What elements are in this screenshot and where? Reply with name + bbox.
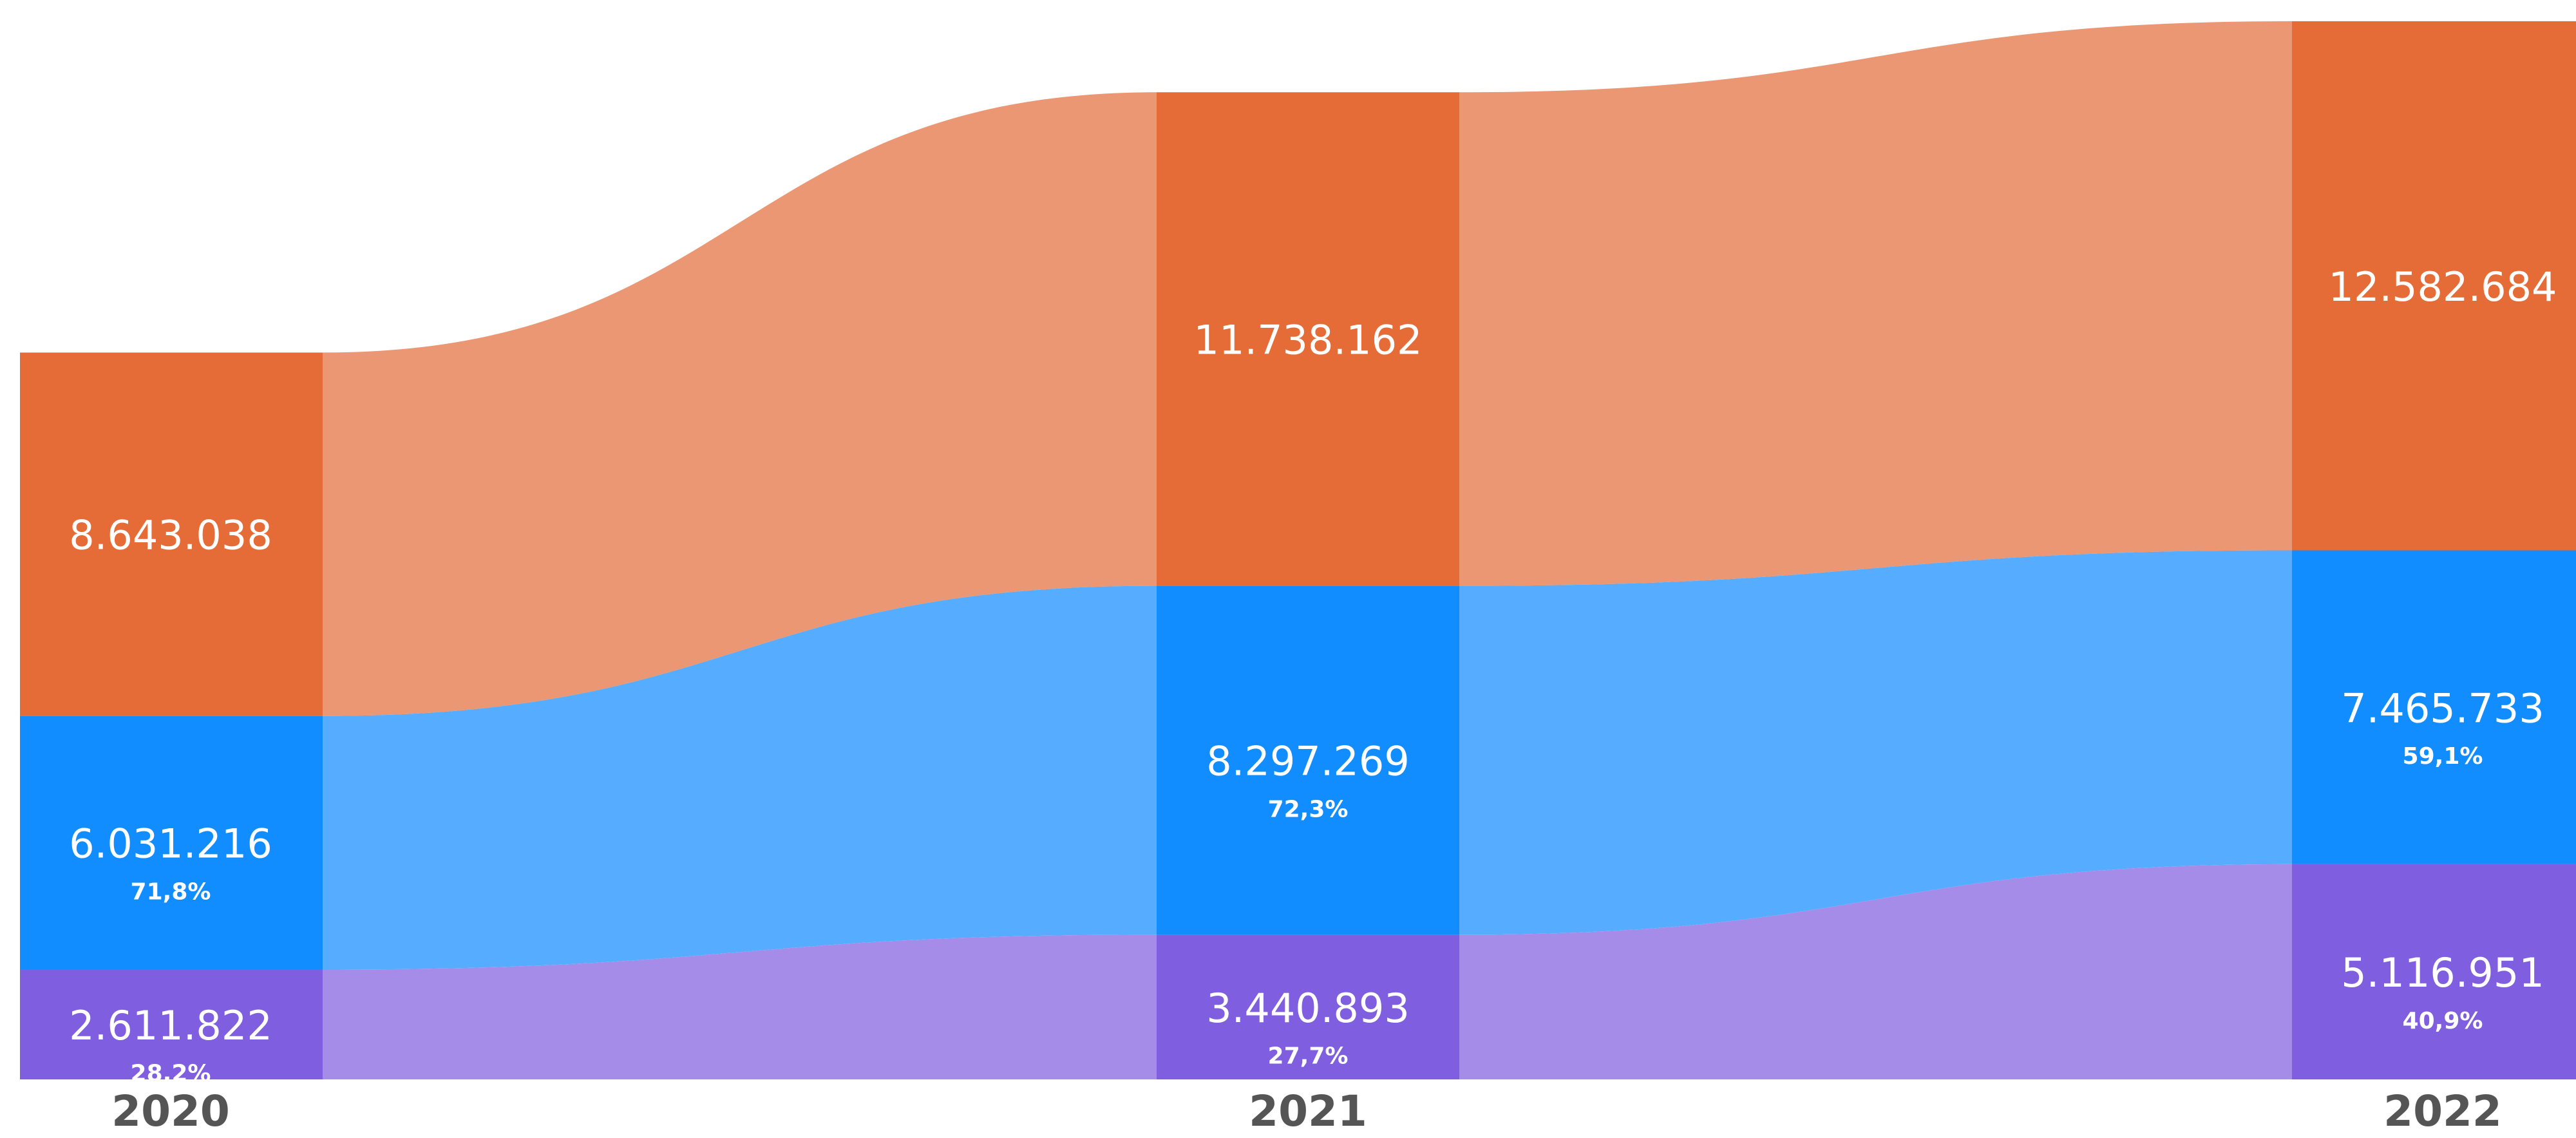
value-label: 8.297.269 [1206,738,1410,785]
column-segment [1157,585,1459,935]
ribbon [1459,21,2292,586]
column-segment [20,716,323,970]
value-label: 12.582.684 [2329,263,2557,310]
ribbon [1459,864,2292,1079]
x-tick-label: 2022 [2383,1086,2502,1135]
value-label: 5.116.951 [2341,949,2544,996]
ribbon [323,92,1157,716]
column-segment [2292,550,2576,864]
column-segment [2292,864,2576,1079]
column-segment [1157,934,1459,1079]
share-label: 27,7% [1268,1043,1349,1070]
value-label: 3.440.893 [1206,985,1410,1032]
ribbon [323,585,1157,970]
value-label: 8.643.038 [69,512,272,559]
column-segment [1157,92,1459,586]
x-tick-label: 2020 [111,1086,230,1135]
ribbon [1459,550,2292,935]
column-segment [20,969,323,1079]
value-label: 11.738.162 [1194,317,1423,364]
ribbon [323,934,1157,1079]
share-label: 28,2% [131,1061,211,1087]
value-label: 7.465.733 [2341,685,2544,732]
share-label: 71,8% [131,879,211,906]
share-label: 40,9% [2403,1008,2483,1034]
value-label: 2.611.822 [69,1002,272,1049]
column-segment [2292,21,2576,551]
value-label: 6.031.216 [69,820,272,868]
share-label: 59,1% [2403,743,2483,770]
x-tick-label: 2021 [1249,1086,1367,1135]
column-segment [20,352,323,716]
share-label: 72,3% [1268,796,1349,822]
